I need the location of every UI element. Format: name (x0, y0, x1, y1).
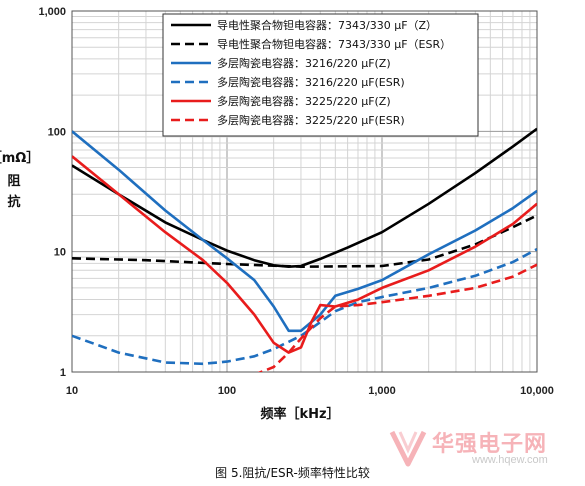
hqew-logo-icon (389, 430, 427, 467)
y-tick-label: 100 (48, 126, 66, 138)
legend-box (162, 13, 479, 137)
y-tick-label: 10 (54, 247, 66, 259)
series-layer (72, 127, 537, 372)
series-line-6 (257, 263, 537, 372)
x-axis-title: 频率［kHz］ (260, 406, 339, 422)
y-tick-label: 1,000 (38, 6, 66, 18)
y-axis-title: ［mΩ］ 阻 抗 (0, 150, 39, 210)
y-axis-title-line3: 抗 (7, 194, 20, 210)
series-line-3 (72, 130, 537, 333)
x-tick-label: 1,000 (368, 385, 396, 397)
legend: 导电性聚合物钽电容器：7343/330 μF（Z） 导电性聚合物钽电容器：7343… (162, 13, 479, 137)
x-tick-label: 100 (218, 385, 236, 397)
legend-label-4: 多层陶瓷电容器：3216/220 μF(ESR) (217, 75, 405, 89)
legend-label-6: 多层陶瓷电容器：3225/220 μF(ESR) (217, 113, 405, 127)
legend-label-2: 导电性聚合物钽电容器：7343/330 μF（ESR） (217, 37, 451, 51)
series-line-2 (72, 214, 537, 268)
legend-label-3: 多层陶瓷电容器：3216/220 μF(Z) (217, 56, 391, 70)
y-axis-title-unit: ［mΩ］ (0, 150, 39, 166)
legend-label-1: 导电性聚合物钽电容器：7343/330 μF（Z） (217, 18, 437, 32)
watermark-url: www.hqew.com (472, 454, 548, 466)
x-tick-label: 10 (66, 385, 78, 397)
series-line-5 (72, 155, 537, 354)
watermark-site-name: 华强电子网 (432, 432, 548, 457)
y-axis-title-line2: 阻 (7, 174, 20, 189)
series-line-1 (72, 127, 537, 268)
series-line-4 (72, 247, 537, 366)
figure-caption: 图 5.阻抗/ESR-频率特性比较 (215, 466, 370, 480)
x-tick-label: 10,000 (520, 385, 554, 397)
y-tick-label: 1 (60, 367, 66, 379)
watermark: 华强电子网 www.hqew.com (386, 426, 576, 470)
legend-label-5: 多层陶瓷电容器：3225/220 μF(Z) (217, 94, 391, 108)
